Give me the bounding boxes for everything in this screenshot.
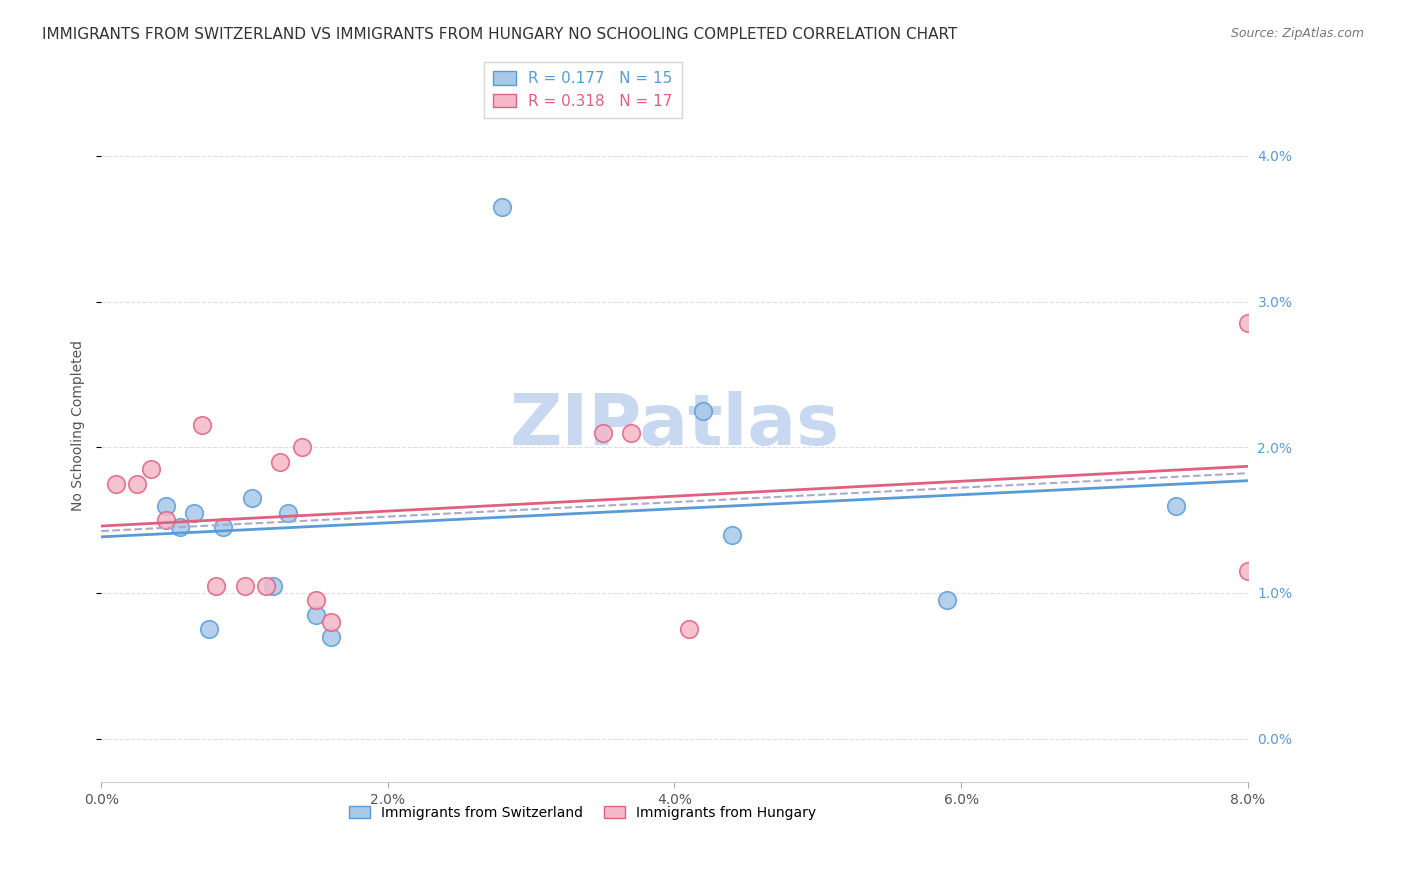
Point: [262, 579, 284, 593]
Point: [155, 499, 177, 513]
Point: [276, 506, 298, 520]
Point: [1164, 499, 1187, 513]
Point: [240, 491, 263, 506]
Legend: Immigrants from Switzerland, Immigrants from Hungary: Immigrants from Switzerland, Immigrants …: [344, 800, 821, 825]
Point: [678, 623, 700, 637]
Point: [319, 615, 342, 629]
Point: [205, 579, 228, 593]
Point: [319, 630, 342, 644]
Point: [305, 593, 328, 607]
Point: [190, 418, 212, 433]
Point: [720, 527, 742, 541]
Point: [491, 200, 513, 214]
Point: [1236, 564, 1258, 578]
Point: [104, 476, 127, 491]
Point: [291, 440, 314, 454]
Point: [935, 593, 957, 607]
Point: [592, 425, 614, 440]
Point: [141, 462, 163, 476]
Point: [269, 455, 291, 469]
Point: [305, 607, 328, 622]
Text: IMMIGRANTS FROM SWITZERLAND VS IMMIGRANTS FROM HUNGARY NO SCHOOLING COMPLETED CO: IMMIGRANTS FROM SWITZERLAND VS IMMIGRANT…: [42, 27, 957, 42]
Point: [692, 404, 714, 418]
Point: [197, 623, 219, 637]
Point: [212, 520, 235, 534]
Point: [233, 579, 256, 593]
Point: [1236, 317, 1258, 331]
Y-axis label: No Schooling Completed: No Schooling Completed: [72, 340, 86, 511]
Point: [183, 506, 205, 520]
Text: Source: ZipAtlas.com: Source: ZipAtlas.com: [1230, 27, 1364, 40]
Point: [125, 476, 148, 491]
Point: [620, 425, 643, 440]
Point: [254, 579, 277, 593]
Point: [169, 520, 191, 534]
Point: [155, 513, 177, 527]
Text: ZIPatlas: ZIPatlas: [509, 391, 839, 460]
